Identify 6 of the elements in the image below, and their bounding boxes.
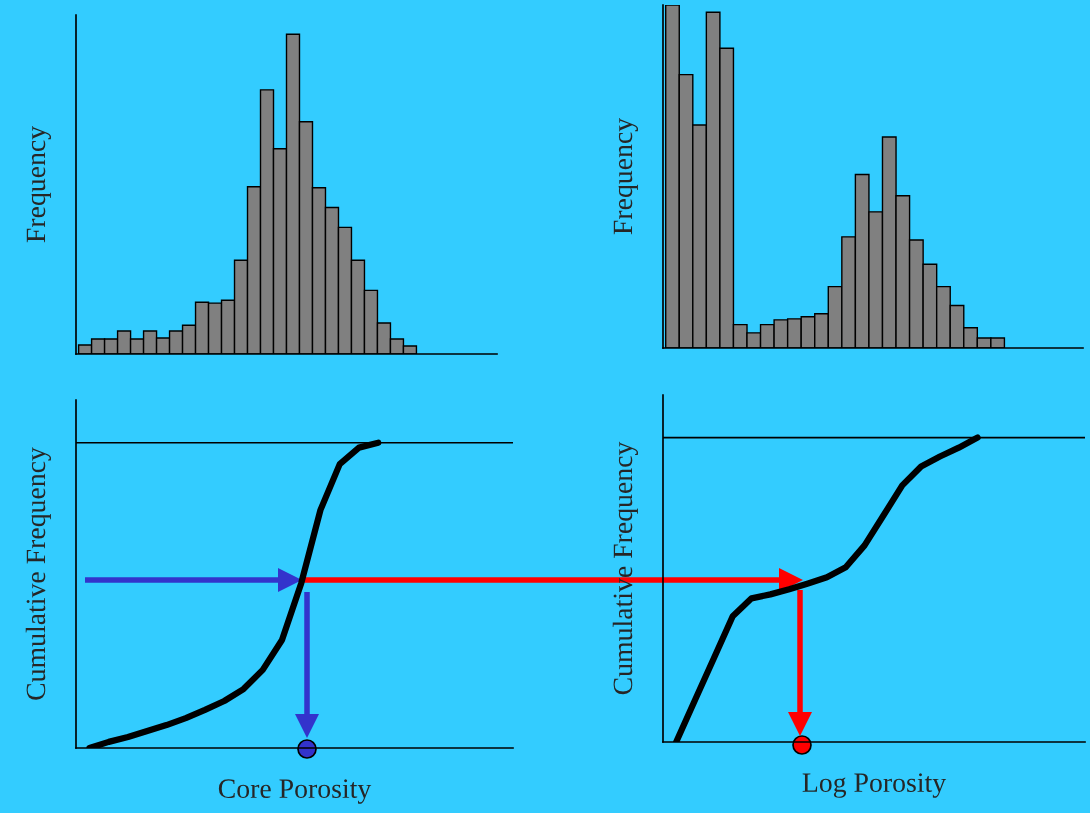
y-axis-title: Cumulative Frequency [612,441,638,695]
x-axis-title: Log Porosity [802,773,947,798]
x-axis-title: Core Porosity [218,779,372,804]
y-axis-title: Cumulative Frequency [25,447,51,700]
y-axis-title: Frequency [613,117,638,235]
y-axis-title: Frequency [26,125,51,243]
